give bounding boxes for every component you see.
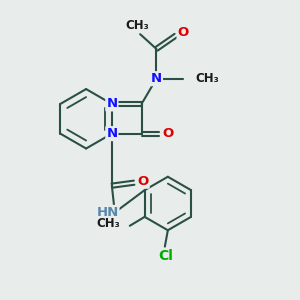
Text: CH₃: CH₃ xyxy=(97,217,120,230)
Text: CH₃: CH₃ xyxy=(125,19,149,32)
Text: CH₃: CH₃ xyxy=(196,72,219,85)
Text: N: N xyxy=(151,72,162,85)
Text: HN: HN xyxy=(96,206,118,219)
Text: N: N xyxy=(106,127,117,140)
Text: O: O xyxy=(178,26,189,38)
Text: N: N xyxy=(106,98,117,110)
Text: O: O xyxy=(163,127,174,140)
Text: Cl: Cl xyxy=(158,249,173,263)
Text: O: O xyxy=(137,175,149,188)
